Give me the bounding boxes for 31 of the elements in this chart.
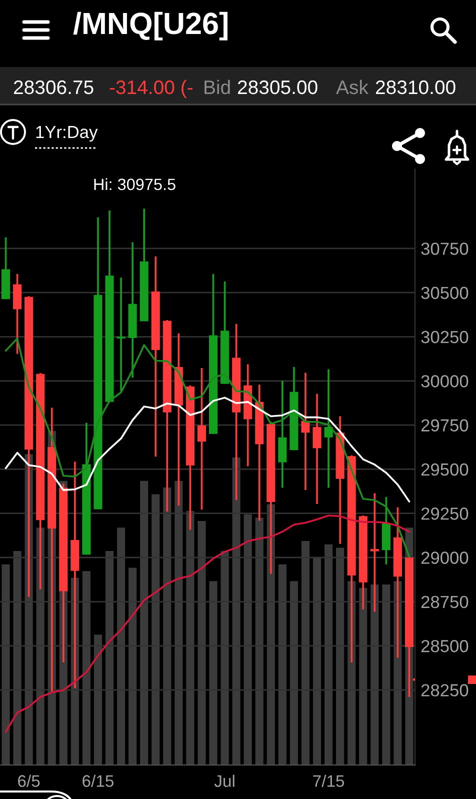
y-tick-label: 28250	[421, 684, 468, 696]
y-tick-label: 30250	[421, 330, 468, 344]
y-tick-label: 29500	[421, 463, 468, 476]
x-tick-label: 6/15	[82, 774, 114, 787]
y-tick-label: 29750	[421, 419, 468, 432]
text: -314.00 (-	[110, 80, 192, 98]
y-tick-label: 30500	[421, 286, 468, 300]
x-tick-label: Jul	[214, 774, 234, 787]
text: Bid	[204, 80, 230, 94]
x-tick-label: 6/5	[18, 774, 40, 787]
y-tick-label: 28750	[421, 596, 468, 608]
text: 28305.00	[238, 80, 318, 94]
candlestick	[197, 367, 206, 511]
text: 28310.00	[376, 80, 456, 94]
candlestick	[324, 368, 333, 489]
candlestick	[301, 372, 310, 491]
y-tick-label: 30750	[421, 242, 468, 255]
text: 1Yr:Day	[36, 126, 98, 142]
y-tick-label: 29250	[421, 508, 468, 520]
annotation: Hi: 30975.5	[94, 178, 176, 190]
line-series	[4, 514, 410, 733]
candlestick	[312, 392, 322, 505]
text: 28306.75	[14, 80, 94, 94]
y-tick-label: 29000	[421, 552, 468, 564]
y-tick-label: 28500	[421, 640, 468, 652]
line-series	[4, 396, 410, 502]
y-tick-label: 30000	[421, 375, 468, 388]
chart-title: /MNQ[U26]	[73, 12, 228, 40]
text: Ask	[336, 80, 368, 94]
x-tick-label: 7/15	[313, 774, 344, 787]
line-series	[4, 338, 410, 558]
